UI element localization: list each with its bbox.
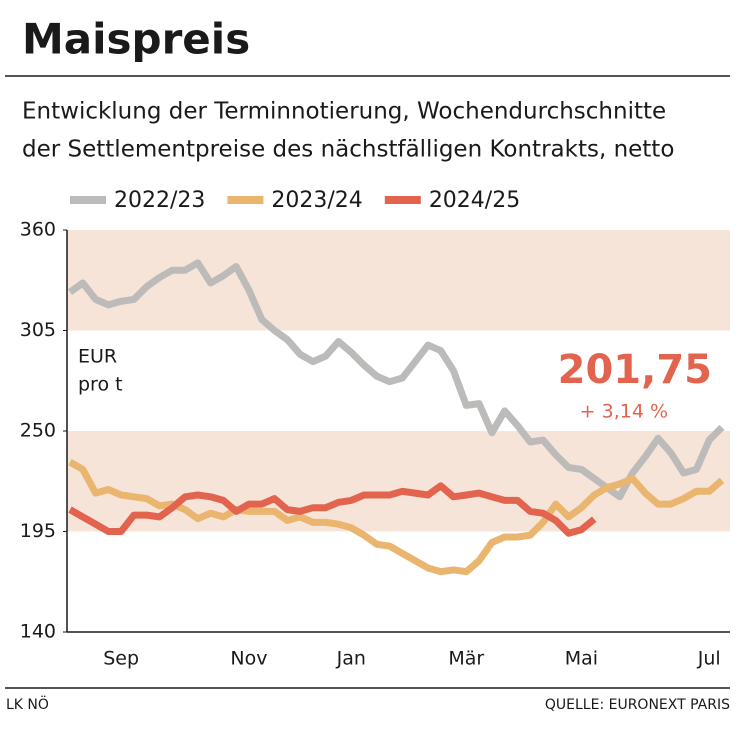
x-tick-label: Nov [230,648,267,670]
legend-label: 2022/23 [114,188,205,213]
legend-label: 2023/24 [271,188,362,213]
y-tick-label: 305 [20,319,56,341]
x-tick-label: Jul [697,648,721,670]
legend-label: 2024/25 [429,188,520,213]
footer-right: QUELLE: EURONEXT PARIS [545,697,730,713]
y-tick-label: 195 [20,520,56,542]
y-tick-label: 140 [20,621,56,643]
annotation-value: 201,75 [558,347,712,393]
footer-left: LK NÖ [6,695,49,713]
chart-title: Maispreis [22,15,250,64]
unit-label: EUR [78,346,117,368]
band [67,230,730,331]
unit-label: pro t [78,374,123,396]
series-line [67,259,725,501]
x-tick-label: Mär [448,648,484,670]
y-tick-label: 360 [20,219,56,241]
x-tick-label: Sep [103,648,139,670]
x-tick-label: Jan [336,648,366,670]
series-line [68,482,597,537]
y-tick-label: 250 [20,420,56,442]
series-line [68,459,725,576]
subtitle: Entwicklung der Terminnotierung, Wochend… [22,99,666,125]
x-tick-label: Mai [565,648,598,670]
subtitle: der Settlementpreise des nächstfälligen … [22,137,674,163]
annotation-change: + 3,14 % [580,401,668,423]
